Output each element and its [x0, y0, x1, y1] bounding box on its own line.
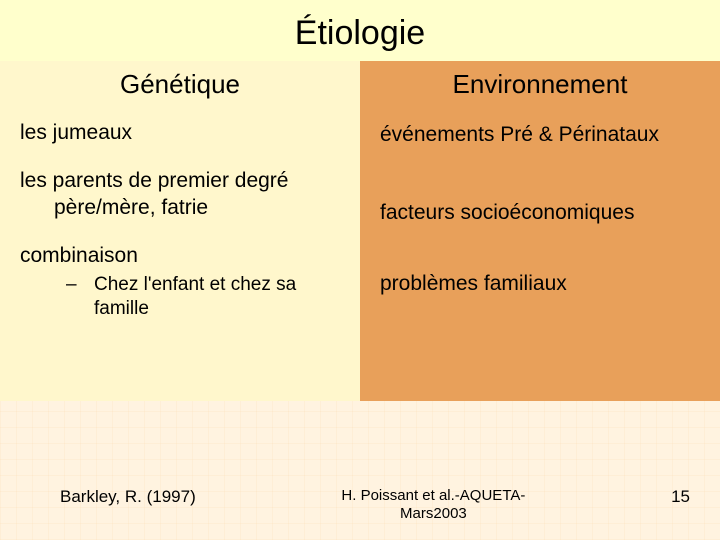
- slide-title: Étiologie: [0, 0, 720, 61]
- footer-center-line2: Mars2003: [400, 505, 467, 522]
- footer-center: H. Poissant et al.-AQUETA- Mars2003: [196, 487, 671, 525]
- left-item-jumeaux: les jumeaux: [20, 120, 340, 146]
- right-item-familiaux: problèmes familiaux: [380, 271, 700, 297]
- column-genetique: Génétique les jumeaux les parents de pre…: [0, 61, 360, 401]
- left-subitem-text: Chez l'enfant et chez sa famille: [94, 274, 296, 319]
- right-item-socioeco: facteurs socioéconomiques: [380, 200, 700, 226]
- bullet-dash: –: [66, 273, 77, 297]
- left-subitem-enfant-famille: – Chez l'enfant et chez sa famille: [20, 273, 340, 321]
- page-number: 15: [671, 487, 690, 507]
- footer-center-line1: H. Poissant et al.-AQUETA-: [341, 487, 525, 504]
- left-item-parents: les parents de premier degré père/mère, …: [20, 168, 340, 221]
- footer: Barkley, R. (1997) H. Poissant et al.-AQ…: [0, 487, 720, 525]
- heading-genetique: Génétique: [20, 69, 340, 100]
- right-item-perinataux: événements Pré & Périnataux: [380, 122, 700, 148]
- column-environnement: Environnement événements Pré & Périnatau…: [360, 61, 720, 401]
- content-columns: Génétique les jumeaux les parents de pre…: [0, 61, 720, 401]
- footer-reference: Barkley, R. (1997): [60, 487, 196, 507]
- heading-environnement: Environnement: [380, 69, 700, 100]
- left-item-combinaison: combinaison: [20, 243, 340, 269]
